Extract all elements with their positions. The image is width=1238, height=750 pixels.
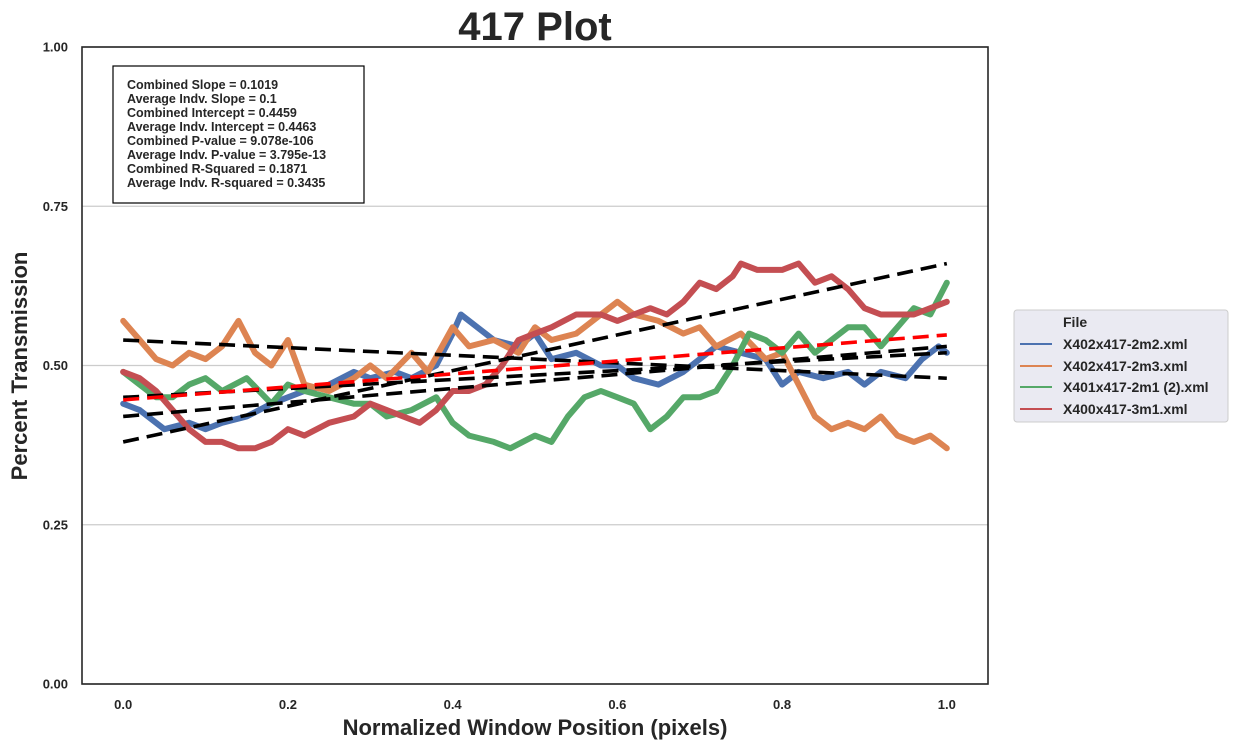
fit-line <box>123 333 947 402</box>
stats-box: Combined Slope = 0.1019 Average Indv. Sl… <box>112 65 365 204</box>
series-line <box>120 279 950 452</box>
stats-line: Combined Slope = 0.1019 <box>127 78 278 92</box>
x-tick-label: 0.6 <box>608 697 626 712</box>
legend-entry: X401x417-2m1 (2).xml <box>1063 379 1209 395</box>
stats-line: Combined Intercept = 0.4459 <box>127 106 297 120</box>
x-tick-label: 0.0 <box>114 697 132 712</box>
fit-line <box>123 344 947 419</box>
y-tick-label: 0.25 <box>43 517 68 532</box>
y-tick-label: 0.75 <box>43 199 68 214</box>
x-tick-label: 0.4 <box>444 697 463 712</box>
stats-line: Combined P-value = 9.078e-106 <box>127 134 314 148</box>
x-axis-label: Normalized Window Position (pixels) <box>343 715 728 740</box>
y-axis-label: Percent Transmission <box>7 252 32 481</box>
fit-line <box>123 338 947 381</box>
stats-line: Average Indv. R-squared = 0.3435 <box>127 176 325 190</box>
stats-line: Combined R-Squared = 0.1871 <box>127 162 307 176</box>
y-tick-label: 0.00 <box>43 677 68 692</box>
y-tick-label: 0.50 <box>43 358 68 373</box>
y-tick-label: 1.00 <box>43 40 68 55</box>
stats-line: Average Indv. P-value = 3.795e-13 <box>127 148 326 162</box>
stats-line: Average Indv. Intercept = 0.4463 <box>127 120 316 134</box>
plot-frame <box>81 46 989 685</box>
x-tick-label: 0.8 <box>773 697 791 712</box>
legend-entry: X402x417-2m3.xml <box>1063 358 1188 374</box>
stats-line: Average Indv. Slope = 0.1 <box>127 92 277 106</box>
fit-line <box>123 350 947 400</box>
fit-line <box>122 261 948 444</box>
legend: File X402x417-2m2.xml X402x417-2m3.xml X… <box>1013 309 1229 423</box>
legend-entry: X402x417-2m2.xml <box>1063 336 1188 352</box>
legend-title: File <box>1063 314 1087 330</box>
series-line <box>120 260 950 452</box>
x-tick-label: 1.0 <box>938 697 956 712</box>
x-tick-label: 0.2 <box>279 697 297 712</box>
chart-title: 417 Plot <box>458 5 611 49</box>
series-line <box>120 298 950 452</box>
legend-entry: X400x417-3m1.xml <box>1063 401 1188 417</box>
